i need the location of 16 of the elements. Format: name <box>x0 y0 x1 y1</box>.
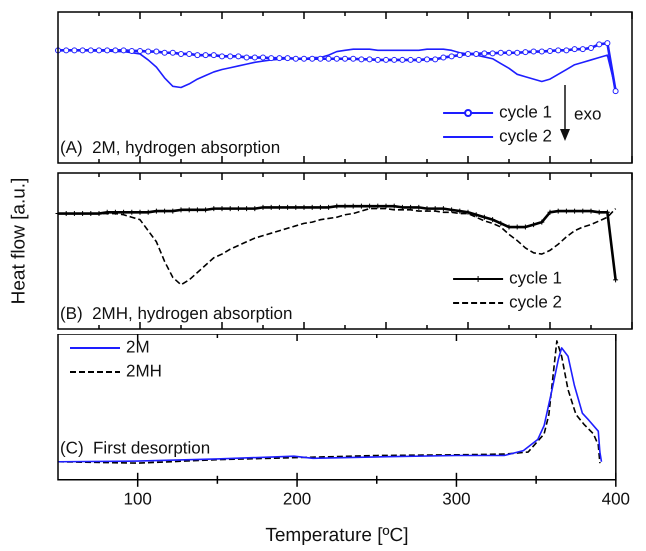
annotation: exo <box>574 104 602 124</box>
legend-label: cycle 1 <box>509 268 562 288</box>
x-tick-label: 200 <box>282 490 312 509</box>
x-tick-label: 400 <box>602 490 630 509</box>
legend-label: 2M <box>126 338 150 357</box>
x-tick-label: 100 <box>124 490 152 509</box>
text: (C) First desorption <box>60 438 210 458</box>
x-tick-label: 300 <box>442 490 471 509</box>
text: (A) 2M, hydrogen absorption <box>60 138 280 157</box>
x-axis-title: Temperature [ºC] <box>265 524 408 546</box>
legend-label: cycle 2 <box>509 292 562 312</box>
legend-label: cycle 1 <box>499 102 552 122</box>
legend-label: cycle 2 <box>499 126 552 146</box>
legend-label: 2MH <box>126 362 162 381</box>
y-axis-title: Heat flow [a.u.] <box>8 178 30 304</box>
text: (B) 2MH, hydrogen absorption <box>60 304 292 323</box>
